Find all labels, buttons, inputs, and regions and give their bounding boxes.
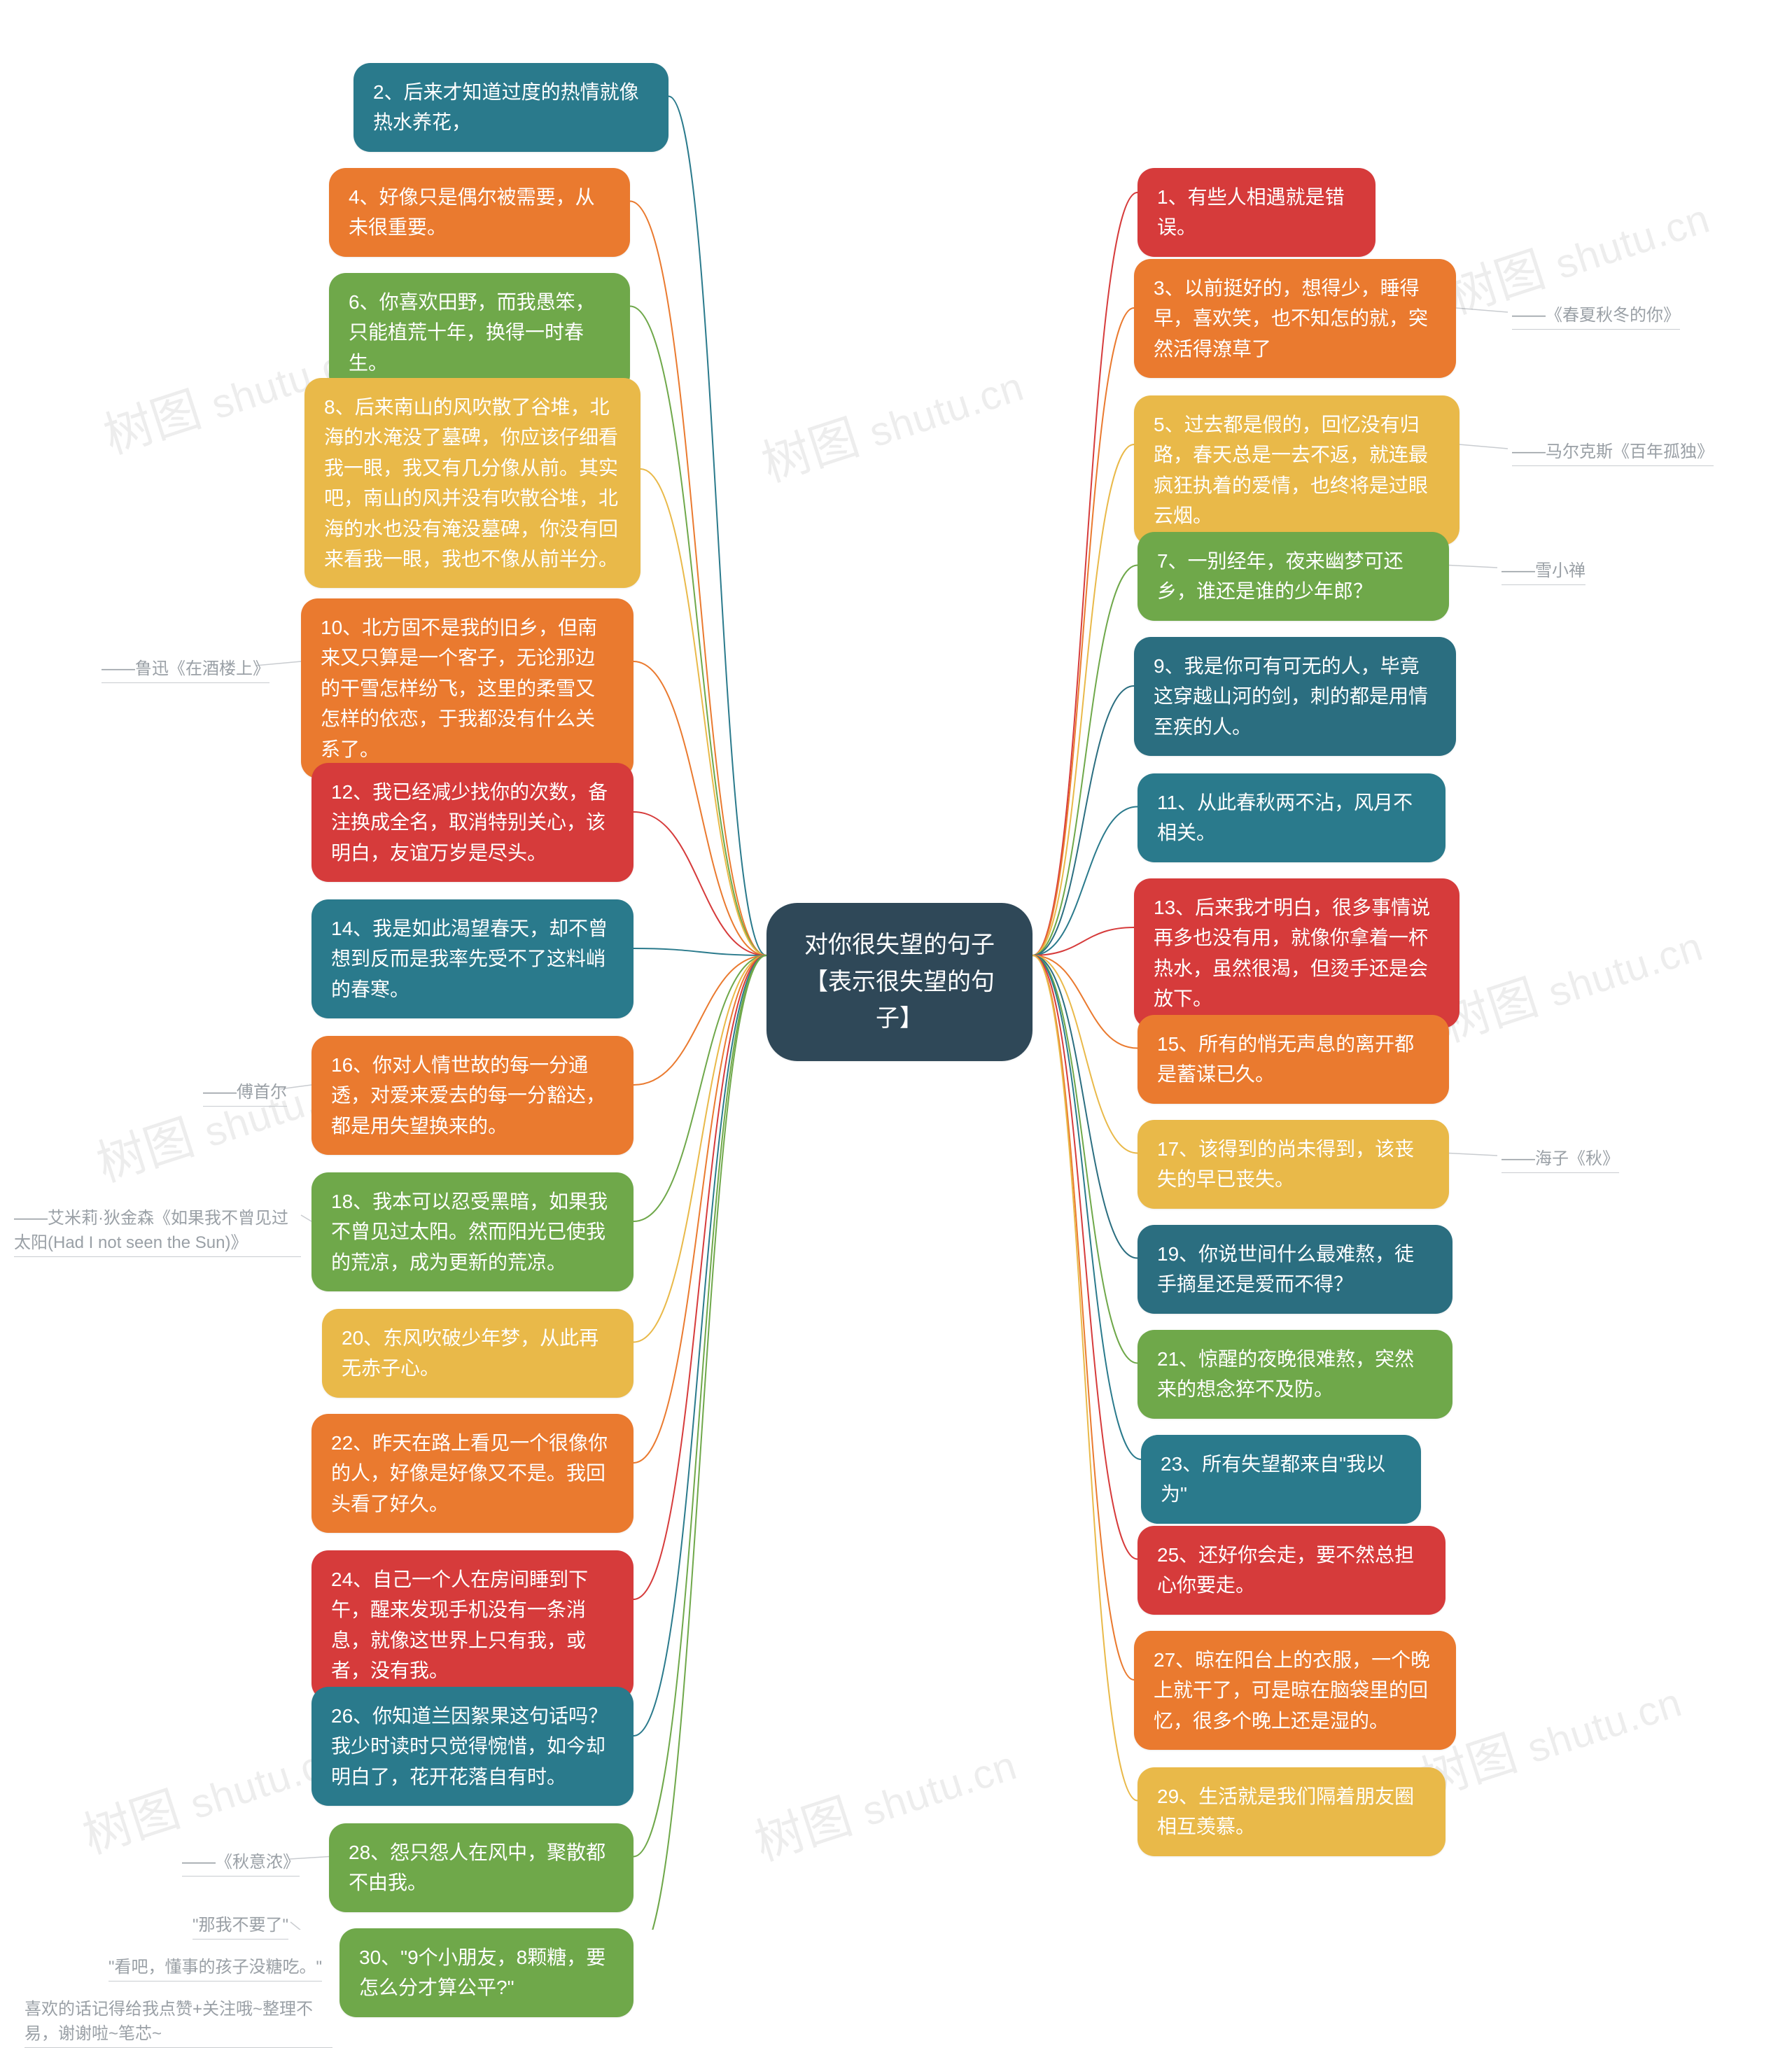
mindmap-node: 12、我已经减少找你的次数，备注换成全名，取消特别关心，该明白，友谊万岁是尽头。 xyxy=(312,763,634,882)
mindmap-node: 24、自己一个人在房间睡到下午，醒来发现手机没有一条消息，就像这世界上只有我，或… xyxy=(312,1550,634,1700)
mindmap-node: 26、你知道兰因絮果这句话吗？我少时读时只觉得惋惜，如今却明白了，花开花落自有时… xyxy=(312,1687,634,1806)
mindmap-node: 5、过去都是假的，回忆没有归路，春天总是一去不返，就连最疯狂执着的爱情，也终将是… xyxy=(1134,395,1460,545)
mindmap-node: 15、所有的悄无声息的离开都是蓄谋已久。 xyxy=(1138,1015,1449,1104)
mindmap-node: 11、从此春秋两不沾，风月不相关。 xyxy=(1138,773,1446,862)
mindmap-node: 22、昨天在路上看见一个很像你的人，好像是好像又不是。我回头看了好久。 xyxy=(312,1414,634,1533)
mindmap-node: 1、有些人相遇就是错误。 xyxy=(1138,168,1376,257)
attribution-label: "看吧，懂事的孩子没糖吃。" xyxy=(108,1953,322,1980)
mindmap-node: 29、生活就是我们隔着朋友圈相互羡慕。 xyxy=(1138,1767,1446,1856)
mindmap-node: 6、你喜欢田野，而我愚笨，只能植荒十年，换得一时春生。 xyxy=(329,273,630,392)
attribution-label: ——《秋意浓》 xyxy=(182,1848,300,1875)
mindmap-node: 20、东风吹破少年梦，从此再无赤子心。 xyxy=(322,1309,634,1398)
attribution-label: 喜欢的话记得给我点赞+关注哦~整理不易，谢谢啦~笔芯~ xyxy=(24,1995,332,2047)
mindmap-node: 23、所有失望都来自"我以为" xyxy=(1141,1435,1421,1524)
mindmap-node: 17、该得到的尚未得到，该丧失的早已丧失。 xyxy=(1138,1120,1449,1209)
mindmap-node: 30、"9个小朋友，8颗糖，要怎么分才算公平?" xyxy=(340,1928,634,2017)
attribution-label: ——马尔克斯《百年孤独》 xyxy=(1512,437,1714,465)
mindmap-node: 10、北方固不是我的旧乡，但南来又只算是一个客子，无论那边的干雪怎样纷飞，这里的… xyxy=(301,598,634,778)
mindmap-node: 9、我是你可有可无的人，毕竟这穿越山河的剑，刺的都是用情至疾的人。 xyxy=(1134,637,1456,756)
attribution-label: ——《春夏秋冬的你》 xyxy=(1512,301,1680,328)
mindmap-node: 8、后来南山的风吹散了谷堆，北海的水淹没了墓碑，你应该仔细看我一眼，我又有几分像… xyxy=(304,378,640,588)
mindmap-node: 18、我本可以忍受黑暗，如果我不曾见过太阳。然而阳光已使我的荒凉，成为更新的荒凉… xyxy=(312,1172,634,1291)
attribution-label: ——鲁迅《在酒楼上》 xyxy=(102,654,270,682)
attribution-label: ——傅首尔 xyxy=(203,1078,287,1105)
mindmap-node: 14、我是如此渴望春天，却不曾想到反而是我率先受不了这料峭的春寒。 xyxy=(312,899,634,1018)
mindmap-node: 2、后来才知道过度的热情就像热水养花， xyxy=(354,63,668,152)
attribution-label: ——海子《秋》 xyxy=(1502,1144,1619,1172)
attribution-label: ——艾米莉·狄金森《如果我不曾见过太阳(Had I not seen the S… xyxy=(14,1204,301,1256)
center-node: 对你很失望的句子【表示很失望的句子】 xyxy=(766,903,1032,1061)
attribution-label: "那我不要了" xyxy=(192,1911,288,1938)
mindmap-node: 27、晾在阳台上的衣服，一个晚上就干了，可是晾在脑袋里的回忆，很多个晚上还是湿的… xyxy=(1134,1631,1456,1750)
mindmap-node: 16、你对人情世故的每一分通透，对爱来爱去的每一分豁达，都是用失望换来的。 xyxy=(312,1036,634,1155)
mindmap-node: 13、后来我才明白，很多事情说再多也没有用，就像你拿着一杯热水，虽然很渴，但烫手… xyxy=(1134,878,1460,1028)
attribution-label: ——雪小禅 xyxy=(1502,556,1586,584)
mindmap-node: 25、还好你会走，要不然总担心你要走。 xyxy=(1138,1526,1446,1615)
mindmap-node: 3、以前挺好的，想得少，睡得早，喜欢笑，也不知怎的就，突然活得潦草了 xyxy=(1134,259,1456,378)
mindmap-node: 19、你说世间什么最难熬，徒手摘星还是爱而不得？ xyxy=(1138,1225,1452,1314)
mindmap-node: 28、怨只怨人在风中，聚散都不由我。 xyxy=(329,1823,634,1912)
mindmap-node: 21、惊醒的夜晚很难熬，突然来的想念猝不及防。 xyxy=(1138,1330,1452,1419)
mindmap-node: 7、一别经年，夜来幽梦可还乡，谁还是谁的少年郎？ xyxy=(1138,532,1449,621)
mindmap-node: 4、好像只是偶尔被需要，从未很重要。 xyxy=(329,168,630,257)
